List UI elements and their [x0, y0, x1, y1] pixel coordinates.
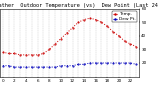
Text: Milwaukee Weather  Outdoor Temperature (vs)  Dew Point (Last 24 Hours): Milwaukee Weather Outdoor Temperature (v…: [0, 3, 160, 8]
Legend: Temp., Dew Pt.: Temp., Dew Pt.: [112, 11, 137, 22]
